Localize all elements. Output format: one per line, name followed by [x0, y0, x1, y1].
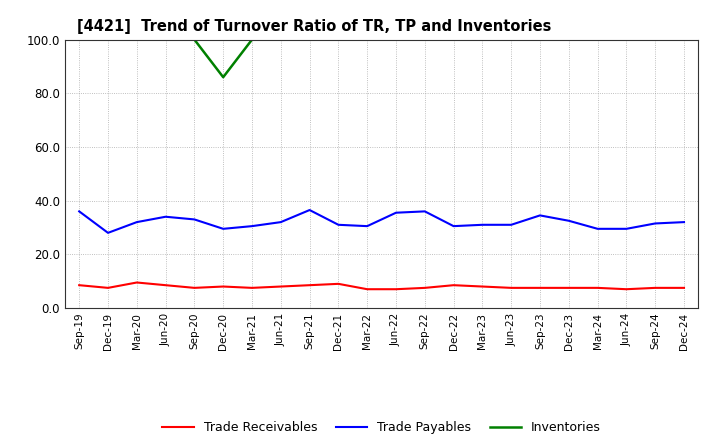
- Trade Payables: [75, 209, 84, 214]
- Trade Payables: [363, 224, 372, 229]
- Trade Payables: [334, 222, 343, 227]
- Trade Receivables: [161, 282, 170, 288]
- Trade Receivables: [104, 285, 112, 290]
- Trade Payables: [593, 226, 602, 231]
- Trade Payables: [507, 222, 516, 227]
- Trade Receivables: [392, 286, 400, 292]
- Trade Receivables: [593, 285, 602, 290]
- Trade Payables: [478, 222, 487, 227]
- Trade Payables: [564, 218, 573, 224]
- Trade Payables: [449, 224, 458, 229]
- Trade Receivables: [132, 280, 141, 285]
- Text: [4421]  Trend of Turnover Ratio of TR, TP and Inventories: [4421] Trend of Turnover Ratio of TR, TP…: [78, 19, 552, 34]
- Trade Payables: [190, 217, 199, 222]
- Trade Payables: [420, 209, 429, 214]
- Trade Receivables: [478, 284, 487, 289]
- Trade Receivables: [536, 285, 544, 290]
- Trade Payables: [132, 220, 141, 225]
- Trade Receivables: [334, 281, 343, 286]
- Trade Payables: [680, 220, 688, 225]
- Trade Receivables: [219, 284, 228, 289]
- Trade Payables: [651, 221, 660, 226]
- Inventories: [219, 74, 228, 80]
- Trade Receivables: [622, 286, 631, 292]
- Trade Receivables: [507, 285, 516, 290]
- Trade Receivables: [276, 284, 285, 289]
- Trade Payables: [305, 207, 314, 213]
- Trade Receivables: [363, 286, 372, 292]
- Line: Trade Receivables: Trade Receivables: [79, 282, 684, 289]
- Legend: Trade Receivables, Trade Payables, Inventories: Trade Receivables, Trade Payables, Inven…: [157, 416, 606, 439]
- Trade Payables: [219, 226, 228, 231]
- Trade Payables: [248, 224, 256, 229]
- Trade Payables: [276, 220, 285, 225]
- Trade Receivables: [420, 285, 429, 290]
- Inventories: [248, 37, 256, 42]
- Trade Payables: [161, 214, 170, 220]
- Trade Receivables: [190, 285, 199, 290]
- Trade Payables: [104, 230, 112, 235]
- Trade Receivables: [651, 285, 660, 290]
- Inventories: [190, 37, 199, 42]
- Trade Receivables: [449, 282, 458, 288]
- Trade Payables: [622, 226, 631, 231]
- Trade Receivables: [564, 285, 573, 290]
- Trade Payables: [536, 213, 544, 218]
- Trade Receivables: [75, 282, 84, 288]
- Line: Trade Payables: Trade Payables: [79, 210, 684, 233]
- Line: Inventories: Inventories: [194, 40, 252, 77]
- Trade Payables: [392, 210, 400, 215]
- Trade Receivables: [680, 285, 688, 290]
- Trade Receivables: [305, 282, 314, 288]
- Trade Receivables: [248, 285, 256, 290]
